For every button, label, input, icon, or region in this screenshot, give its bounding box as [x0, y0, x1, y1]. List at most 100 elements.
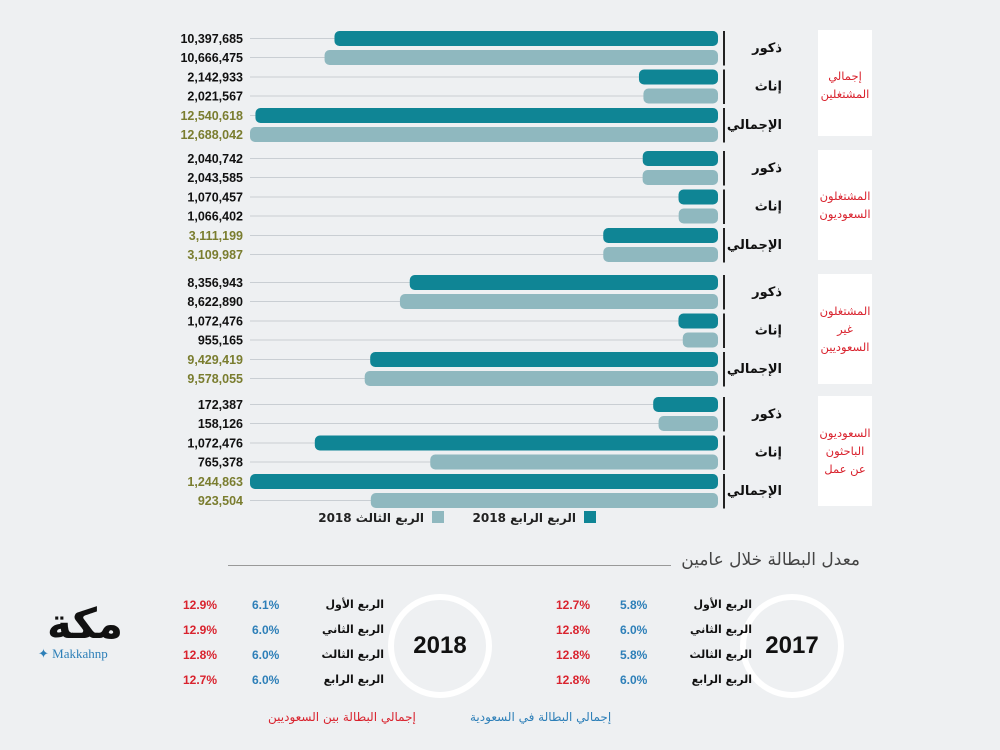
quarter-name: الربع الثاني — [690, 623, 752, 636]
gender-label: الإجمالي — [727, 362, 782, 377]
value-label: 2,142,933 — [187, 71, 243, 85]
gender-label: إناث — [755, 324, 782, 339]
category-panel — [818, 150, 872, 260]
saudi-total-rate: 6.0% — [620, 673, 648, 687]
quarter-row: الربع الثاني 6.0% 12.8% — [0, 623, 752, 643]
legend-saudi-total-unemployment: إجمالي البطالة في السعودية — [470, 710, 612, 724]
quarter-name: الربع الأول — [693, 598, 752, 611]
section-divider — [228, 565, 688, 566]
quarter-row: الربع الثالث 5.8% 12.8% — [0, 648, 752, 668]
value-label: 2,043,585 — [187, 171, 243, 185]
value-label: 12,688,042 — [180, 128, 243, 142]
bar-q3_2018 — [682, 332, 718, 348]
value-label: 9,429,419 — [187, 353, 243, 367]
bar-q4_2018 — [653, 397, 718, 412]
value-label: 1,244,863 — [187, 475, 243, 489]
twitter-handle: ✦ Makkahnp — [38, 646, 108, 662]
bar-q4_2018 — [334, 31, 718, 46]
bar-q3_2018 — [250, 127, 718, 142]
category-label: السعوديون — [819, 426, 870, 441]
quarter-row: الربع الرابع 6.0% 12.8% — [0, 673, 752, 693]
legend-swatch-q4 — [584, 511, 596, 523]
category-label: المشتغلين — [821, 87, 870, 102]
category-panel — [818, 274, 872, 384]
saudi-total-rate: 5.8% — [620, 648, 648, 662]
quarter-name: الربع الثالث — [689, 648, 752, 661]
bar-q3_2018 — [370, 493, 718, 508]
value-label: 12,540,618 — [180, 109, 243, 123]
year-2018-badge: 2018 — [388, 594, 492, 698]
bar-q3_2018 — [658, 416, 718, 431]
bar-q3_2018 — [642, 170, 718, 185]
gender-label: إناث — [755, 200, 782, 215]
bar-q3_2018 — [430, 454, 718, 470]
value-label: 2,040,742 — [187, 152, 243, 166]
value-label: 1,066,402 — [187, 210, 243, 224]
value-label: 1,072,476 — [187, 315, 243, 329]
bar-q3_2018 — [643, 88, 718, 104]
value-label: 1,072,476 — [187, 437, 243, 451]
legend-saudi-nationals-unemployment: إجمالي البطالة بين السعوديين — [268, 710, 416, 724]
category-label: المشتغلون — [820, 189, 871, 204]
legend-label-q4: الربع الرابع 2018 — [473, 511, 576, 525]
saudis-rate: 12.8% — [183, 648, 218, 662]
twitter-handle-text: Makkahnp — [52, 646, 108, 661]
value-label: 3,109,987 — [187, 248, 243, 262]
quarter-row: الربع الأول 5.8% 12.7% — [0, 598, 752, 618]
saudi-total-rate: 6.0% — [620, 623, 648, 637]
category-label: السعوديون — [819, 207, 870, 222]
saudis-rate: 12.9% — [183, 623, 218, 637]
legend-label-q3: الربع الثالث 2018 — [318, 511, 424, 525]
quarter-row: الربع الثاني 6.0% 12.9% — [0, 623, 384, 643]
year-2017-badge: 2017 — [740, 594, 844, 698]
saudis-rate: 12.8% — [556, 648, 591, 662]
value-label: 8,622,890 — [187, 295, 243, 309]
category-label: الباحثون — [826, 444, 865, 459]
value-label: 923,504 — [198, 494, 243, 508]
makkah-logo: مكة — [47, 599, 123, 648]
saudi-total-rate: 6.0% — [252, 623, 280, 637]
category-label: المشتغلون — [820, 304, 871, 319]
category-panel — [818, 30, 872, 136]
bar-q4_2018 — [314, 435, 718, 451]
bar-q4_2018 — [642, 151, 718, 166]
bar-q4_2018 — [370, 352, 718, 367]
employment-bar-chart: إجمالي المشتغلين ذكور 10,397,685 10,666,475 إ… — [180, 30, 872, 525]
bar-q4_2018 — [678, 313, 718, 329]
gender-label: الإجمالي — [727, 484, 782, 499]
value-label: 8,356,943 — [187, 276, 243, 290]
saudi-total-rate: 6.0% — [252, 648, 280, 662]
saudi-total-rate: 6.0% — [252, 673, 280, 687]
saudis-rate: 12.7% — [556, 598, 591, 612]
gender-label: ذكور — [751, 41, 782, 56]
bar-q4_2018 — [638, 69, 718, 85]
quarter-name: الربع الثاني — [322, 623, 384, 636]
category-label: غير — [836, 322, 853, 337]
saudis-rate: 12.8% — [556, 623, 591, 637]
bar-q3_2018 — [364, 371, 718, 386]
saudis-rate: 12.9% — [183, 598, 218, 612]
saudis-rate: 12.8% — [556, 673, 591, 687]
gender-label: إناث — [755, 80, 782, 95]
value-label: 158,126 — [198, 417, 243, 431]
value-label: 765,378 — [198, 456, 243, 470]
quarter-name: الربع الثالث — [321, 648, 384, 661]
quarter-name: الربع الأول — [325, 598, 384, 611]
logo-brand-text: مكة — [47, 599, 123, 648]
gender-label: ذكور — [751, 285, 782, 300]
category-panel — [818, 396, 872, 506]
bar-q4_2018 — [409, 275, 718, 290]
gender-label: إناث — [755, 446, 782, 461]
value-label: 955,165 — [198, 334, 243, 348]
legend-swatch-q3 — [432, 511, 444, 523]
gender-label: الإجمالي — [727, 118, 782, 133]
value-label: 10,666,475 — [180, 51, 243, 65]
bar-q4_2018 — [255, 108, 719, 123]
category-label: عن عمل — [824, 462, 866, 477]
gender-label: الإجمالي — [727, 238, 782, 253]
gender-label: ذكور — [751, 161, 782, 176]
value-label: 2,021,567 — [187, 90, 243, 104]
quarter-name: الربع الرابع — [323, 673, 384, 686]
quarter-row: الربع الرابع 6.0% 12.7% — [0, 673, 384, 693]
quarter-row: الربع الأول 6.1% 12.9% — [0, 598, 384, 618]
